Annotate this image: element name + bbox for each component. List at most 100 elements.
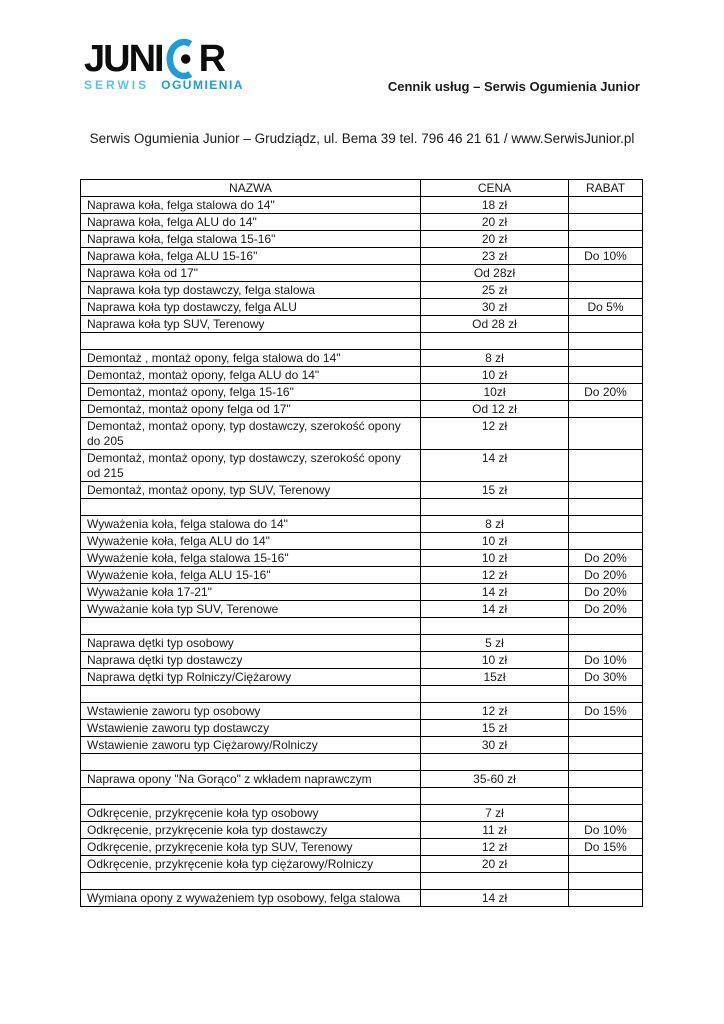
service-name-cell: Demontaż , montaż opony, felga stalowa d… [80,349,421,367]
table-row: Demontaż, montaż opony felga od 17" Od 12… [80,400,643,418]
discount-cell: Do 10% [568,651,643,669]
price-cell: 12 zł [420,417,569,450]
table-row: Wyważenie koła, felga ALU do 14" 10 zł [80,532,643,550]
discount-cell [568,498,643,516]
discount-cell [568,532,643,550]
service-name-cell: Wyważanie koła typ SUV, Terenowe [80,600,421,618]
discount-cell: Do 20% [568,600,643,618]
price-cell: 30 zł [420,298,569,316]
column-header-cena: CENA [420,179,569,197]
service-name-cell [80,787,421,805]
price-cell: 10 zł [420,532,569,550]
price-cell: 20 zł [420,230,569,248]
discount-cell [568,515,643,533]
price-cell: 11 zł [420,821,569,839]
table-row: Odkręcenie, przykręcenie koła typ osobow… [80,804,643,822]
discount-cell [568,196,643,214]
discount-cell [568,804,643,822]
price-cell: 7 zł [420,804,569,822]
service-name-cell: Wyważenie koła, felga ALU 15-16" [80,566,421,584]
price-cell: 8 zł [420,515,569,533]
discount-cell: Do 20% [568,549,643,567]
table-row-empty [80,787,643,805]
price-cell: 5 zł [420,634,569,652]
discount-cell [568,349,643,367]
price-cell: 15zł [420,668,569,686]
table-row: Naprawa koła, felga ALU do 14" 20 zł [80,213,643,231]
service-name-cell: Odkręcenie, przykręcenie koła typ dostaw… [80,821,421,839]
logo-tagline-serwis: SERWIS [84,78,150,92]
service-name-cell [80,617,421,635]
service-name-cell: Demontaż, montaż opony, typ SUV, Terenow… [80,481,421,499]
table-row: Demontaż, montaż opony, felga 15-16" 10zł… [80,383,643,401]
table-row: Wstawienie zaworu typ osobowy 12 zł Do 15% [80,702,643,720]
discount-cell [568,617,643,635]
discount-cell [568,872,643,890]
service-name-cell: Wstawienie zaworu typ dostawczy [80,719,421,737]
price-cell: 12 zł [420,838,569,856]
discount-cell [568,400,643,418]
service-name-cell: Wstawienie zaworu typ Ciężarowy/Rolniczy [80,736,421,754]
service-name-cell: Naprawa dętki typ Rolniczy/Ciężarowy [80,668,421,686]
discount-cell [568,719,643,737]
service-name-cell: Naprawa opony "Na Gorąco" z wkładem napr… [80,770,421,788]
discount-cell [568,332,643,350]
discount-cell [568,281,643,299]
column-header-nazwa: NAZWA [80,179,421,197]
table-row: Odkręcenie, przykręcenie koła typ dostaw… [80,821,643,839]
service-name-cell: Naprawa koła, felga ALU do 14" [80,213,421,231]
service-name-cell: Naprawa koła typ dostawczy, felga stalow… [80,281,421,299]
discount-cell: Do 20% [568,566,643,584]
service-name-cell [80,332,421,350]
table-row: Wstawienie zaworu typ Ciężarowy/Rolniczy… [80,736,643,754]
discount-cell [568,770,643,788]
table-row: Demontaż, montaż opony, typ dostawczy, s… [80,417,643,450]
service-name-cell: Wyważanie koła 17-21" [80,583,421,601]
table-row: Naprawa koła, felga stalowa do 14" 18 zł [80,196,643,214]
price-cell: 35-60 zł [420,770,569,788]
discount-cell [568,230,643,248]
price-cell [420,498,569,516]
discount-cell: Do 10% [568,247,643,265]
logo-word-start: JUNI [84,38,165,80]
price-cell: 20 zł [420,855,569,873]
discount-cell [568,417,643,450]
table-row: Naprawa koła typ dostawczy, felga ALU 30 … [80,298,643,316]
service-name-cell: Demontaż, montaż opony, typ dostawczy, s… [80,417,421,450]
price-cell [420,872,569,890]
service-name-cell: Wymiana opony z wyważeniem typ osobowy, … [80,889,421,907]
service-name-cell: Demontaż, montaż opony felga od 17" [80,400,421,418]
service-name-cell: Naprawa koła typ dostawczy, felga ALU [80,298,421,316]
price-cell: 8 zł [420,349,569,367]
header-row: NAZWA CENA RABAT [80,179,643,197]
discount-cell [568,264,643,282]
price-cell: 10 zł [420,651,569,669]
table-row: Demontaż, montaż opony, typ dostawczy, s… [80,449,643,482]
discount-cell: Do 10% [568,821,643,839]
price-cell: 10 zł [420,549,569,567]
discount-cell [568,213,643,231]
discount-cell [568,753,643,771]
price-cell: 18 zł [420,196,569,214]
discount-cell: Do 30% [568,668,643,686]
table-row: Wymiana opony z wyważeniem typ osobowy, … [80,889,643,907]
table-row: Demontaż , montaż opony, felga stalowa d… [80,349,643,367]
price-cell: 10 zł [420,366,569,384]
discount-cell: Do 15% [568,702,643,720]
service-name-cell: Naprawa koła, felga stalowa do 14" [80,196,421,214]
price-cell: 14 zł [420,583,569,601]
table-row: Demontaż, montaż opony, typ SUV, Terenow… [80,481,643,499]
table-row: Wstawienie zaworu typ dostawczy 15 zł [80,719,643,737]
service-name-cell: Wstawienie zaworu typ osobowy [80,702,421,720]
service-name-cell: Wyważenie koła, felga ALU do 14" [80,532,421,550]
table-row: Wyważenie koła, felga ALU 15-16" 12 zł Do … [80,566,643,584]
table-row: Naprawa koła, felga ALU 15-16" 23 zł Do 10… [80,247,643,265]
service-name-cell: Wyważenia koła, felga stalowa do 14" [80,515,421,533]
discount-cell [568,634,643,652]
price-table: NAZWA CENA RABAT Naprawa koła, felga sta… [80,179,643,907]
service-name-cell: Odkręcenie, przykręcenie koła typ SUV, T… [80,838,421,856]
table-row: Naprawa dętki typ dostawczy 10 zł Do 10% [80,651,643,669]
table-row: Naprawa dętki typ osobowy 5 zł [80,634,643,652]
logo-tagline-ogumienia: OGUMIENIA [161,78,244,92]
service-name-cell [80,872,421,890]
